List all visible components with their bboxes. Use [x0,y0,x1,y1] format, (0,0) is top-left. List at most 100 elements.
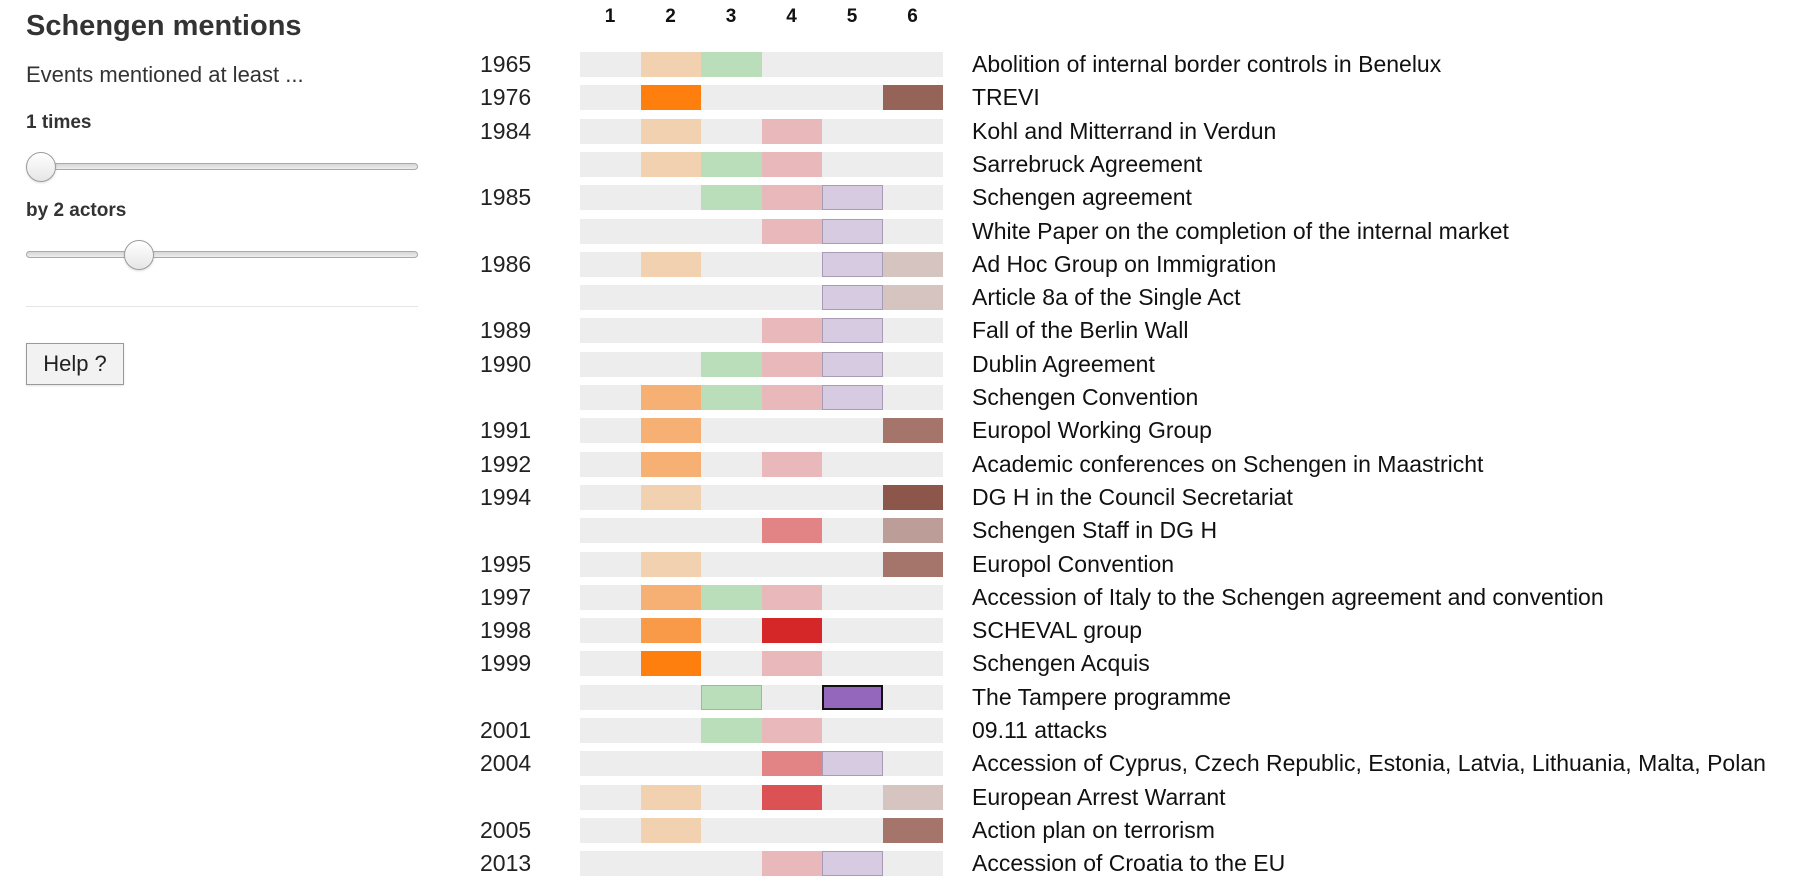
event-row[interactable]: 1995 Europol Convention [0,548,1796,581]
event-label[interactable]: Dublin Agreement [972,350,1155,377]
actor-6-mention-cell[interactable] [882,784,943,810]
event-label[interactable]: Accession of Italy to the Schengen agree… [972,583,1604,610]
event-label[interactable]: Ad Hoc Group on Immigration [972,250,1277,277]
event-label[interactable]: Accession of Croatia to the EU [972,850,1286,877]
event-label[interactable]: Kohl and Mitterrand in Verdun [972,117,1277,144]
event-label[interactable]: Schengen Acquis [972,650,1150,677]
event-label[interactable]: TREVI [972,84,1040,111]
help-button[interactable]: Help ? [26,343,124,385]
times-slider-handle[interactable] [26,152,56,182]
event-row[interactable]: Article 8a of the Single Act [0,281,1796,314]
actor-2-mention-cell[interactable] [640,618,701,644]
event-label[interactable]: The Tampere programme [972,683,1232,710]
actor-2-mention-cell[interactable] [640,52,701,77]
event-label[interactable]: Fall of the Berlin Wall [972,317,1189,344]
actor-3-mention-cell[interactable] [701,52,762,77]
actor-4-mention-cell[interactable] [761,618,822,644]
actor-3-mention-cell[interactable] [701,718,762,743]
actor-3-mention-cell[interactable] [701,385,762,410]
actors-slider-track[interactable] [26,251,418,258]
actor-2-mention-cell[interactable] [640,484,701,510]
times-slider[interactable] [26,152,418,182]
event-row[interactable]: 1994 DG H in the Council Secretariat [0,481,1796,514]
actor-2-mention-cell[interactable] [640,151,701,177]
actor-3-mention-cell[interactable] [701,684,762,710]
actor-5-mention-cell[interactable] [822,185,883,211]
actor-2-mention-cell[interactable] [640,385,701,410]
event-row[interactable]: 1998 SCHEVAL group [0,614,1796,647]
event-row[interactable]: 1985 Schengen agreement [0,181,1796,214]
actor-4-mention-cell[interactable] [761,451,822,477]
actor-2-mention-cell[interactable] [640,251,701,277]
event-row[interactable]: Schengen Convention [0,381,1796,414]
event-label[interactable]: SCHEVAL group [972,617,1143,644]
actor-3-mention-cell[interactable] [701,185,762,211]
actor-6-mention-cell[interactable] [882,484,943,510]
event-row[interactable]: 1991 Europol Working Group [0,414,1796,447]
event-row[interactable]: 1965 Abolition of internal border control… [0,48,1796,81]
event-row[interactable]: 2005 Action plan on terrorism [0,814,1796,847]
event-row[interactable]: 2004 Accession of Cyprus, Czech Republic,… [0,747,1796,780]
event-row[interactable]: 1984 Kohl and Mitterrand in Verdun [0,115,1796,148]
actor-4-mention-cell[interactable] [761,751,822,777]
event-row[interactable]: 1997 Accession of Italy to the Schengen a… [0,581,1796,614]
actor-2-mention-cell[interactable] [640,784,701,810]
actor-5-mention-cell[interactable] [822,285,883,311]
actor-6-mention-cell[interactable] [882,251,943,277]
actor-4-mention-cell[interactable] [761,518,822,544]
actor-3-mention-cell[interactable] [701,151,762,177]
actors-slider-handle[interactable] [123,240,154,270]
actor-6-mention-cell[interactable] [882,418,943,444]
actor-6-mention-cell[interactable] [882,285,943,311]
actor-4-mention-cell[interactable] [761,318,822,344]
event-label[interactable]: European Arrest Warrant [972,783,1226,810]
event-row[interactable]: 1976 TREVI [0,81,1796,114]
event-label[interactable]: DG H in the Council Secretariat [972,483,1293,510]
event-label[interactable]: Schengen Convention [972,384,1199,410]
actor-4-mention-cell[interactable] [761,151,822,177]
event-row[interactable]: 1999 Schengen Acquis [0,647,1796,680]
actor-5-mention-cell[interactable] [822,684,883,710]
actor-2-mention-cell[interactable] [640,418,701,444]
event-label[interactable]: Europol Convention [972,550,1175,577]
actor-6-mention-cell[interactable] [882,551,943,577]
actor-6-mention-cell[interactable] [882,85,943,111]
actor-2-mention-cell[interactable] [640,651,701,677]
actor-4-mention-cell[interactable] [761,185,822,211]
actor-4-mention-cell[interactable] [761,718,822,743]
event-label[interactable]: 09.11 attacks [972,717,1108,743]
actor-4-mention-cell[interactable] [761,385,822,410]
event-label[interactable]: Europol Working Group [972,417,1212,444]
actor-5-mention-cell[interactable] [822,251,883,277]
actor-2-mention-cell[interactable] [640,118,701,144]
actor-3-mention-cell[interactable] [701,584,762,610]
event-label[interactable]: Schengen agreement [972,184,1192,211]
event-row[interactable]: The Tampere programme [0,681,1796,714]
actor-2-mention-cell[interactable] [640,451,701,477]
actor-4-mention-cell[interactable] [761,118,822,144]
actor-6-mention-cell[interactable] [882,518,943,544]
actors-slider[interactable] [26,240,418,270]
event-label[interactable]: Article 8a of the Single Act [972,284,1241,311]
event-row[interactable]: Sarrebruck Agreement [0,148,1796,181]
event-label[interactable]: Abolition of internal border controls in… [972,51,1442,77]
actor-2-mention-cell[interactable] [640,817,701,843]
actor-5-mention-cell[interactable] [822,218,883,244]
actor-4-mention-cell[interactable] [761,218,822,244]
event-label[interactable]: White Paper on the completion of the int… [972,217,1509,244]
event-label[interactable]: Sarrebruck Agreement [972,150,1203,177]
event-label[interactable]: Schengen Staff in DG H [972,517,1218,544]
event-row[interactable]: 1990 Dublin Agreement [0,348,1796,381]
actor-6-mention-cell[interactable] [882,817,943,843]
event-row[interactable]: Schengen Staff in DG H [0,514,1796,547]
actor-4-mention-cell[interactable] [761,784,822,810]
actor-2-mention-cell[interactable] [640,584,701,610]
event-row[interactable]: 1992 Academic conferences on Schengen in … [0,448,1796,481]
actor-5-mention-cell[interactable] [822,751,883,777]
actor-4-mention-cell[interactable] [761,351,822,377]
event-row[interactable]: 1986 Ad Hoc Group on Immigration [0,248,1796,281]
actor-4-mention-cell[interactable] [761,584,822,610]
actor-2-mention-cell[interactable] [640,551,701,577]
event-label[interactable]: Academic conferences on Schengen in Maas… [972,450,1484,477]
event-row[interactable]: 1989 Fall of the Berlin Wall [0,314,1796,347]
